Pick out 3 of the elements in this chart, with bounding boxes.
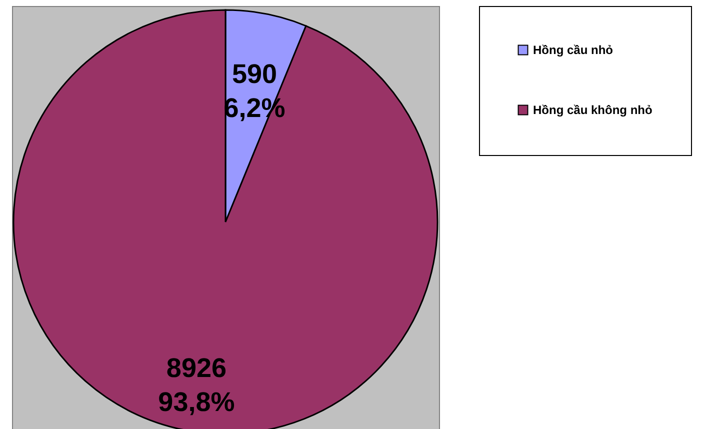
legend-label: Hồng cầu không nhỏ [533, 103, 652, 117]
legend-label: Hồng cầu nhỏ [533, 43, 613, 57]
data-label: 8926 93,8% [158, 353, 235, 418]
